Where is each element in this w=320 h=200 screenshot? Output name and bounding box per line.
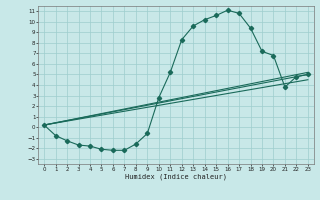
X-axis label: Humidex (Indice chaleur): Humidex (Indice chaleur)	[125, 174, 227, 180]
